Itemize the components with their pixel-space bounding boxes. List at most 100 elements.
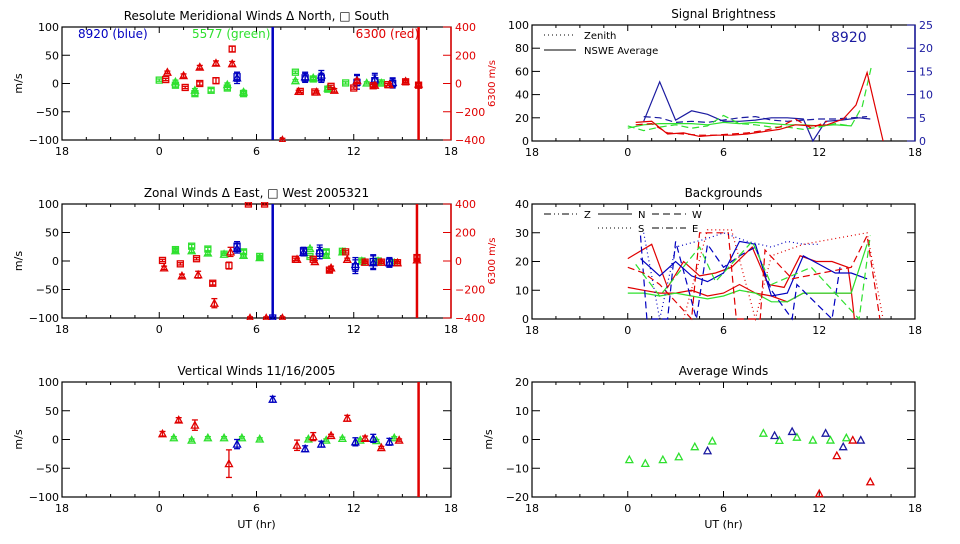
data-point bbox=[291, 255, 300, 263]
y-axis-label: m/s bbox=[12, 251, 25, 271]
chart-title: Zonal Winds Δ East, □ West 2005321 bbox=[144, 186, 369, 200]
triangle-marker bbox=[821, 428, 831, 437]
data-point bbox=[690, 441, 700, 451]
triangle-marker bbox=[308, 431, 318, 441]
x-tick-label: 18 bbox=[908, 324, 922, 337]
data-point bbox=[228, 45, 236, 53]
x-tick-label: 0 bbox=[624, 502, 631, 515]
square-marker bbox=[269, 314, 277, 320]
square-marker bbox=[181, 83, 189, 92]
data-point bbox=[195, 62, 205, 71]
square-marker bbox=[341, 248, 350, 256]
y2-tick-label: 200 bbox=[455, 49, 476, 62]
series-line-8920-zenith bbox=[643, 115, 868, 124]
triangle-marker bbox=[177, 270, 187, 280]
data-point bbox=[225, 261, 233, 270]
triangle-marker bbox=[159, 262, 169, 272]
square-marker bbox=[260, 202, 269, 208]
triangle-marker bbox=[193, 269, 203, 279]
square-marker bbox=[191, 90, 199, 98]
y-tick-label: 0 bbox=[522, 135, 529, 148]
y-tick-label: 0 bbox=[522, 313, 529, 326]
data-point bbox=[311, 88, 319, 96]
square-marker bbox=[350, 84, 358, 92]
square-marker bbox=[176, 260, 184, 268]
series-line-8920-w bbox=[639, 235, 841, 321]
data-point bbox=[821, 428, 831, 437]
data-point bbox=[309, 75, 317, 83]
data-point bbox=[232, 438, 242, 450]
square-marker bbox=[351, 263, 360, 271]
square-marker bbox=[401, 78, 410, 86]
y2-tick-label: 25 bbox=[919, 19, 933, 32]
x-tick-label: 12 bbox=[347, 323, 361, 336]
wavelength-annotation: 6300 (red) bbox=[356, 27, 419, 41]
x-tick-label: 18 bbox=[444, 145, 458, 158]
data-point bbox=[223, 84, 231, 92]
data-point bbox=[211, 58, 221, 67]
data-point bbox=[674, 451, 684, 461]
wavelength-annotation: 8920 bbox=[831, 30, 867, 46]
square-marker bbox=[327, 82, 335, 90]
legend-label: W bbox=[692, 210, 702, 221]
triangle-marker bbox=[162, 67, 172, 76]
triangle-marker bbox=[841, 432, 851, 442]
y-axis-label: m/s bbox=[12, 73, 25, 93]
triangle-marker bbox=[195, 62, 205, 71]
square-marker bbox=[209, 279, 217, 287]
data-point bbox=[301, 72, 309, 84]
y-tick-label: −50 bbox=[36, 284, 59, 297]
series-line-6300-n bbox=[627, 243, 855, 320]
x-tick-label: 0 bbox=[156, 502, 163, 515]
x-axis-label: UT (hr) bbox=[237, 518, 275, 531]
triangle-marker bbox=[169, 432, 179, 442]
data-point bbox=[255, 434, 265, 443]
triangle-marker bbox=[865, 476, 875, 486]
x-tick-label: 18 bbox=[525, 146, 539, 159]
square-marker bbox=[212, 77, 220, 85]
y2-tick-label: 0 bbox=[919, 135, 926, 148]
triangle-marker bbox=[232, 439, 242, 448]
x-tick-label: 6 bbox=[720, 502, 727, 515]
plot-area bbox=[155, 27, 424, 142]
data-point bbox=[171, 81, 180, 89]
data-point bbox=[239, 90, 248, 98]
x-axis-label: UT (hr) bbox=[704, 518, 742, 531]
data-point bbox=[162, 75, 170, 84]
triangle-marker bbox=[209, 298, 219, 307]
data-point bbox=[262, 313, 270, 320]
data-point bbox=[188, 242, 196, 250]
triangle-marker bbox=[674, 451, 684, 461]
triangle-marker bbox=[371, 435, 382, 445]
triangle-marker bbox=[337, 433, 347, 443]
data-point bbox=[401, 78, 410, 86]
square-marker bbox=[192, 255, 201, 263]
series-line-8920-s bbox=[643, 232, 820, 320]
legend-label: Z bbox=[584, 210, 591, 221]
square-marker bbox=[341, 79, 350, 87]
legend-label: N bbox=[638, 210, 645, 221]
data-point bbox=[209, 279, 217, 287]
y-tick-label: −100 bbox=[29, 134, 59, 147]
square-marker bbox=[204, 245, 212, 253]
data-point bbox=[337, 433, 347, 443]
square-marker bbox=[228, 45, 236, 53]
square-marker bbox=[207, 86, 215, 94]
triangle-marker bbox=[342, 413, 352, 422]
series-line-6300-s bbox=[683, 229, 884, 321]
y-tick-label: 0 bbox=[52, 434, 59, 447]
y-tick-label: 10 bbox=[515, 284, 529, 297]
data-point bbox=[350, 84, 358, 92]
plot-area bbox=[627, 229, 884, 321]
triangle-marker bbox=[305, 243, 315, 253]
square-marker bbox=[244, 202, 253, 208]
data-point bbox=[393, 259, 402, 267]
data-point bbox=[308, 431, 318, 442]
legend-label: Zenith bbox=[584, 31, 616, 42]
square-marker bbox=[239, 90, 248, 98]
triangle-marker bbox=[187, 245, 197, 255]
data-point bbox=[414, 81, 423, 89]
